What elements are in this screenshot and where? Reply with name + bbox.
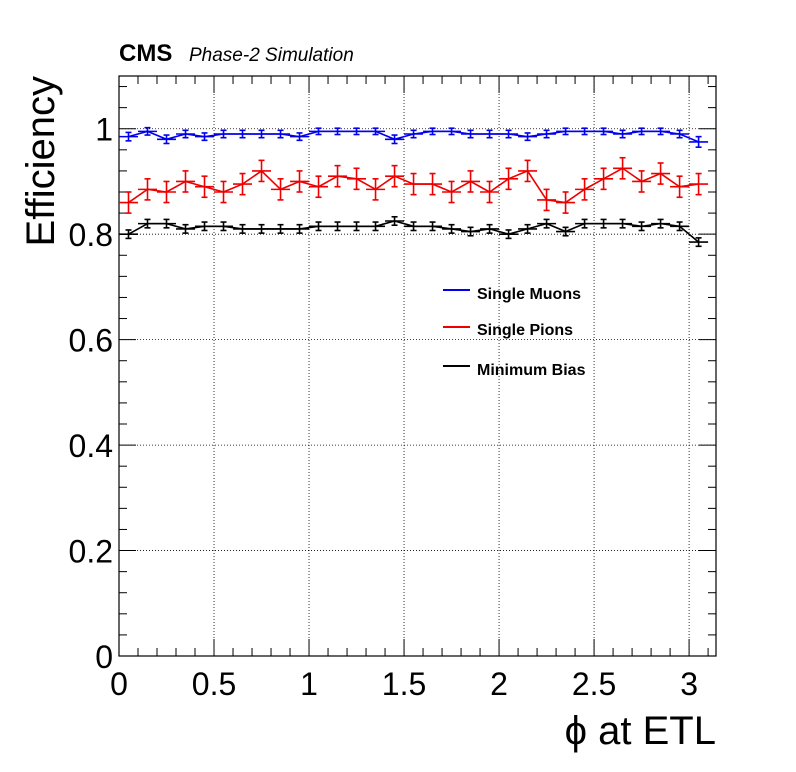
y-tick-label: 0.8 xyxy=(69,217,113,253)
series-1 xyxy=(119,156,709,214)
legend: Single Muons Single Pions Minimum Bias xyxy=(443,286,586,379)
y-tick-label: 0.2 xyxy=(69,534,113,570)
x-axis-title: ϕ at ETL xyxy=(565,709,716,753)
legend-label-minbias: Minimum Bias xyxy=(477,362,586,379)
experiment-label: CMS xyxy=(119,40,172,67)
y-tick-label: 0 xyxy=(95,639,113,675)
legend-label-pions: Single Pions xyxy=(477,322,573,339)
x-tick-labels: 0 0.5 1 1.5 2 2.5 3 xyxy=(110,666,698,702)
axis-ticks xyxy=(118,76,716,657)
series xyxy=(119,126,709,248)
y-tick-label: 0.4 xyxy=(69,428,113,464)
legend-label-muons: Single Muons xyxy=(477,286,581,303)
plot-frame xyxy=(118,75,717,657)
x-tick-label: 3 xyxy=(680,666,698,702)
status-label: Phase-2 Simulation xyxy=(189,45,354,66)
grid xyxy=(119,76,716,656)
x-tick-label: 0 xyxy=(110,666,128,702)
y-tick-labels: 0 0.2 0.4 0.6 0.8 1 xyxy=(69,112,113,675)
y-tick-label: 1 xyxy=(95,112,113,148)
x-tick-label: 1 xyxy=(300,666,318,702)
series-2 xyxy=(119,215,709,248)
series-0 xyxy=(119,126,709,148)
x-tick-label: 2 xyxy=(490,666,508,702)
x-tick-label: 1.5 xyxy=(382,666,426,702)
y-tick-label: 0.6 xyxy=(69,323,113,359)
x-tick-label: 0.5 xyxy=(192,666,236,702)
y-axis-title: Efficiency xyxy=(19,76,63,246)
x-tick-label: 2.5 xyxy=(572,666,616,702)
